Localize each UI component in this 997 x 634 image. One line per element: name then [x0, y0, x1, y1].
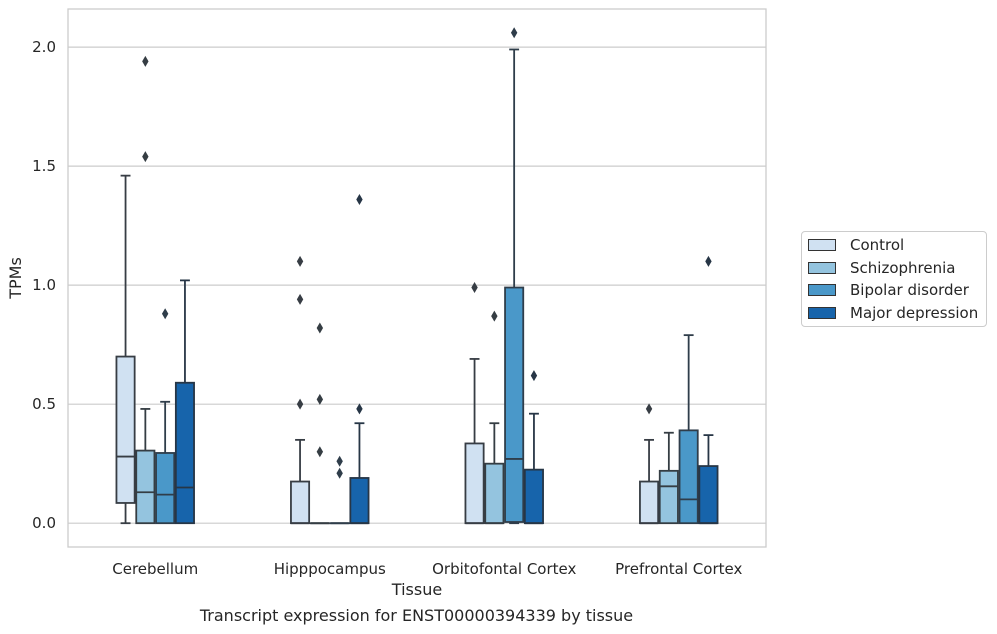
- outlier-point: [161, 308, 169, 320]
- box-major-depression: [523, 370, 544, 525]
- box-iqr: [135, 449, 156, 525]
- box-schizophrenia: [135, 55, 156, 525]
- x-tick-label: Orbitofontal Cortex: [432, 560, 576, 578]
- box-bipolar-disorder: [155, 308, 176, 525]
- x-axis-label: Tissue: [391, 580, 442, 599]
- legend-swatch-major-depression: [808, 307, 836, 319]
- box-groups: [115, 27, 719, 525]
- box-control: [464, 282, 485, 525]
- y-axis-ticks: 0.0 0.5 1.0 1.5 2.0: [32, 38, 56, 532]
- box-major-depression: [698, 255, 719, 525]
- box-iqr: [504, 286, 525, 523]
- y-tick-label: 1.5: [32, 157, 56, 175]
- x-tick-label: Hipppocampus: [274, 560, 386, 578]
- legend-item-schizophrenia: Schizophrenia: [808, 258, 955, 278]
- legend: Control Schizophrenia Bipolar disorder M…: [801, 231, 987, 327]
- box-control: [115, 174, 136, 525]
- category-group: [115, 55, 195, 525]
- outlier-point: [142, 55, 149, 67]
- category-group: [290, 193, 370, 525]
- x-axis-ticks: Cerebellum Hipppocampus Orbitofontal Corte…: [112, 560, 742, 578]
- outlier-point: [296, 293, 304, 305]
- box-iqr: [523, 468, 544, 525]
- box-iqr: [484, 462, 505, 525]
- outlier-point: [336, 455, 343, 467]
- legend-item-bipolar-disorder: Bipolar disorder: [808, 280, 969, 300]
- outlier-point: [705, 255, 712, 267]
- box-iqr: [698, 465, 719, 525]
- legend-item-major-depression: Major depression: [808, 303, 978, 323]
- box-control: [290, 255, 311, 525]
- box-iqr: [174, 381, 195, 525]
- outlier-point: [142, 151, 149, 163]
- legend-label-bipolar-disorder: Bipolar disorder: [850, 281, 969, 299]
- outlier-point: [296, 398, 304, 410]
- x-tick-label: Prefrontal Cortex: [615, 560, 742, 578]
- outlier-point: [491, 310, 498, 322]
- box-iqr: [290, 480, 311, 525]
- box-iqr: [464, 442, 485, 525]
- box-bipolar-disorder: [678, 334, 699, 525]
- category-group: [464, 27, 544, 525]
- box-control: [639, 403, 660, 525]
- outlier-point: [316, 446, 324, 458]
- outlier-point: [471, 282, 478, 294]
- box-iqr: [658, 469, 679, 525]
- chart-caption: Transcript expression for ENST0000039433…: [199, 606, 634, 625]
- box-schizophrenia: [658, 431, 679, 525]
- outlier-point: [530, 370, 538, 382]
- legend-swatch-bipolar-disorder: [808, 284, 836, 296]
- box-iqr: [639, 480, 660, 525]
- y-tick-label: 0.0: [32, 514, 56, 532]
- box-schizophrenia: [309, 322, 330, 525]
- legend-item-control: Control: [808, 235, 904, 255]
- outlier-point: [316, 393, 324, 405]
- legend-swatch-control: [808, 239, 836, 251]
- plot-area-frame: [67, 8, 767, 548]
- box-bipolar-disorder: [504, 27, 525, 525]
- box-major-depression: [174, 279, 195, 525]
- box-bipolar-disorder: [329, 455, 350, 525]
- box-iqr: [349, 477, 370, 525]
- legend-swatch-schizophrenia: [808, 262, 836, 274]
- x-tick-label: Cerebellum: [112, 560, 198, 578]
- y-tick-label: 0.5: [32, 395, 56, 413]
- y-tick-label: 2.0: [32, 38, 56, 56]
- y-tick-label: 1.0: [32, 276, 56, 294]
- outlier-point: [356, 403, 363, 415]
- legend-label-major-depression: Major depression: [850, 304, 979, 322]
- box-iqr: [115, 355, 136, 504]
- grid-lines: [68, 46, 766, 524]
- box-iqr: [155, 452, 176, 525]
- outlier-point: [645, 403, 653, 415]
- y-axis-label: TPMs: [6, 257, 25, 300]
- outlier-point: [510, 27, 518, 39]
- box-schizophrenia: [484, 310, 505, 525]
- legend-label-schizophrenia: Schizophrenia: [850, 259, 956, 277]
- outlier-point: [296, 255, 304, 267]
- category-group: [639, 255, 719, 525]
- box-iqr: [678, 429, 699, 525]
- outlier-point: [316, 322, 324, 334]
- legend-label-control: Control: [850, 236, 905, 254]
- outlier-point: [356, 193, 363, 205]
- box-major-depression: [349, 193, 370, 525]
- outlier-point: [336, 467, 343, 479]
